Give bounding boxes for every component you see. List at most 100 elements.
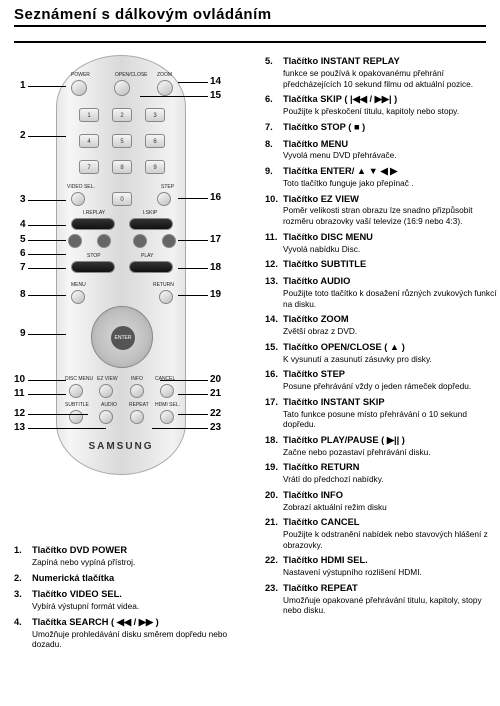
key-4[interactable]: 4 <box>79 134 99 148</box>
key-2[interactable]: 2 <box>112 108 132 122</box>
label-discmenu: DISC MENU <box>65 376 93 382</box>
item-desc: Vyvolá menu DVD přehrávače. <box>283 150 497 161</box>
title-underline <box>14 25 486 27</box>
ezview-button[interactable] <box>99 384 113 398</box>
callout-19: 19 <box>210 289 221 300</box>
item-label: 22.Tlačítko HDMI SEL. <box>265 555 497 567</box>
item-desc: Vrátí do předchozí nabídky. <box>283 474 497 485</box>
callout-12: 12 <box>14 408 25 419</box>
callout-17: 17 <box>210 234 221 245</box>
bottom-left-list: 1.Tlačítko DVD POWERZapíná nebo vypíná p… <box>14 545 246 655</box>
power-button[interactable] <box>71 80 87 96</box>
item-label: 12.Tlačítko SUBTITLE <box>265 259 497 271</box>
discmenu-button[interactable] <box>69 384 83 398</box>
callout-7: 7 <box>20 262 26 273</box>
callout-18: 18 <box>210 262 221 273</box>
callout-4: 4 <box>20 219 26 230</box>
callout-21: 21 <box>210 388 221 399</box>
search-rev-button[interactable] <box>71 218 115 230</box>
label-play: PLAY <box>141 253 153 259</box>
key-3[interactable]: 3 <box>145 108 165 122</box>
item-label: 19.Tlačítko RETURN <box>265 462 497 474</box>
item-desc: Vybírá výstupní formát videa. <box>32 601 246 612</box>
label-menu: MENU <box>71 282 86 288</box>
cancel-button[interactable] <box>160 384 174 398</box>
item-desc: Posune přehrávání vždy o jeden rámeček d… <box>283 381 497 392</box>
skip-next-button[interactable] <box>133 234 147 248</box>
stop-button[interactable] <box>71 261 115 273</box>
list-item: 7.Tlačítko STOP ( ■ ) <box>265 122 497 134</box>
audio-button[interactable] <box>99 410 113 424</box>
list-item: 14.Tlačítko ZOOMZvětší obraz z DVD. <box>265 314 497 337</box>
item-desc: Toto tlačítko funguje jako přepínač . <box>283 178 497 189</box>
key-6[interactable]: 6 <box>145 134 165 148</box>
label-power: POWER <box>71 72 90 78</box>
line-14 <box>178 82 208 83</box>
enter-button[interactable]: ENTER <box>111 326 135 350</box>
line-22 <box>178 414 208 415</box>
label-videosel: VIDEO SEL. <box>67 184 95 190</box>
label-openclose: OPEN/CLOSE <box>115 72 148 78</box>
step-button[interactable] <box>157 192 171 206</box>
line-11 <box>28 394 66 395</box>
line-9 <box>28 334 66 335</box>
zoom-button[interactable] <box>157 80 173 96</box>
item-desc: K vysunutí a zasunutí zásuvky pro disky. <box>283 354 497 365</box>
item-label: 1.Tlačítko DVD POWER <box>14 545 246 557</box>
list-item: 4.Tlačítka SEARCH ( ◀◀ / ▶▶ )Umožňuje pr… <box>14 617 246 650</box>
list-item: 19.Tlačítko RETURNVrátí do předchozí nab… <box>265 462 497 485</box>
line-3 <box>28 200 66 201</box>
key-5[interactable]: 5 <box>112 134 132 148</box>
label-step: STEP <box>161 184 174 190</box>
key-7[interactable]: 7 <box>79 160 99 174</box>
item-desc: Nastavení výstupního rozlišení HDMI. <box>283 567 497 578</box>
search-fwd-button[interactable] <box>129 218 173 230</box>
item-label: 17.Tlačítko INSTANT SKIP <box>265 397 497 409</box>
list-item: 8.Tlačítko MENUVyvolá menu DVD přehrávač… <box>265 139 497 162</box>
info-button[interactable] <box>130 384 144 398</box>
page: Seznámení s dálkovým ovládáním POWER OPE… <box>0 0 500 706</box>
key-9[interactable]: 9 <box>145 160 165 174</box>
item-label: 16.Tlačítko STEP <box>265 369 497 381</box>
brand-label: SAMSUNG <box>57 441 185 452</box>
play-button[interactable] <box>129 261 173 273</box>
item-label: 2.Numerická tlačítka <box>14 573 246 585</box>
videosel-button[interactable] <box>71 192 85 206</box>
list-item: 20.Tlačítko INFOZobrazí aktuální režim d… <box>265 490 497 513</box>
key-1[interactable]: 1 <box>79 108 99 122</box>
item-label: 23.Tlačítko REPEAT <box>265 583 497 595</box>
item-desc: funkce se používá k opakovanému přehrání… <box>283 68 497 89</box>
item-desc: Zapíná nebo vypíná přístroj. <box>32 557 246 568</box>
key-8[interactable]: 8 <box>112 160 132 174</box>
return-button[interactable] <box>159 290 173 304</box>
hdmi-button[interactable] <box>160 410 174 424</box>
callout-14: 14 <box>210 76 221 87</box>
callout-3: 3 <box>20 194 26 205</box>
item-desc: Použijte toto tlačítko k dosažení různýc… <box>283 288 497 309</box>
repeat-button[interactable] <box>130 410 144 424</box>
list-item: 2.Numerická tlačítka <box>14 573 246 585</box>
line-13 <box>28 428 106 429</box>
line-8 <box>28 295 66 296</box>
line-10 <box>28 380 66 381</box>
callout-5: 5 <box>20 234 26 245</box>
item-desc: Zvětší obraz z DVD. <box>283 326 497 337</box>
menu-button[interactable] <box>71 290 85 304</box>
item-desc: Umožňuje prohledávání disku směrem dopře… <box>32 629 246 650</box>
label-return: RETURN <box>153 282 174 288</box>
line-19 <box>178 295 208 296</box>
list-item: 10.Tlačítko EZ VIEWPoměr velikosti stran… <box>265 194 497 227</box>
dpad[interactable]: ENTER <box>91 306 153 368</box>
skip-prev-button[interactable] <box>97 234 111 248</box>
subtitle-button[interactable] <box>69 410 83 424</box>
item-label: 21.Tlačítko CANCEL <box>265 517 497 529</box>
line-2 <box>28 136 66 137</box>
item-label: 9.Tlačítka ENTER/ ▲ ▼ ◀ ▶ <box>265 166 497 178</box>
list-item: 18.Tlačítko PLAY/PAUSE ( ▶|| )Začne nebo… <box>265 435 497 458</box>
key-0[interactable]: 0 <box>112 192 132 206</box>
page-title-block: Seznámení s dálkovým ovládáním <box>14 6 486 27</box>
ireplay-button[interactable] <box>68 234 82 248</box>
list-item: 15.Tlačítko OPEN/CLOSE ( ▲ )K vysunutí a… <box>265 342 497 365</box>
iskip-button[interactable] <box>162 234 176 248</box>
openclose-button[interactable] <box>114 80 130 96</box>
